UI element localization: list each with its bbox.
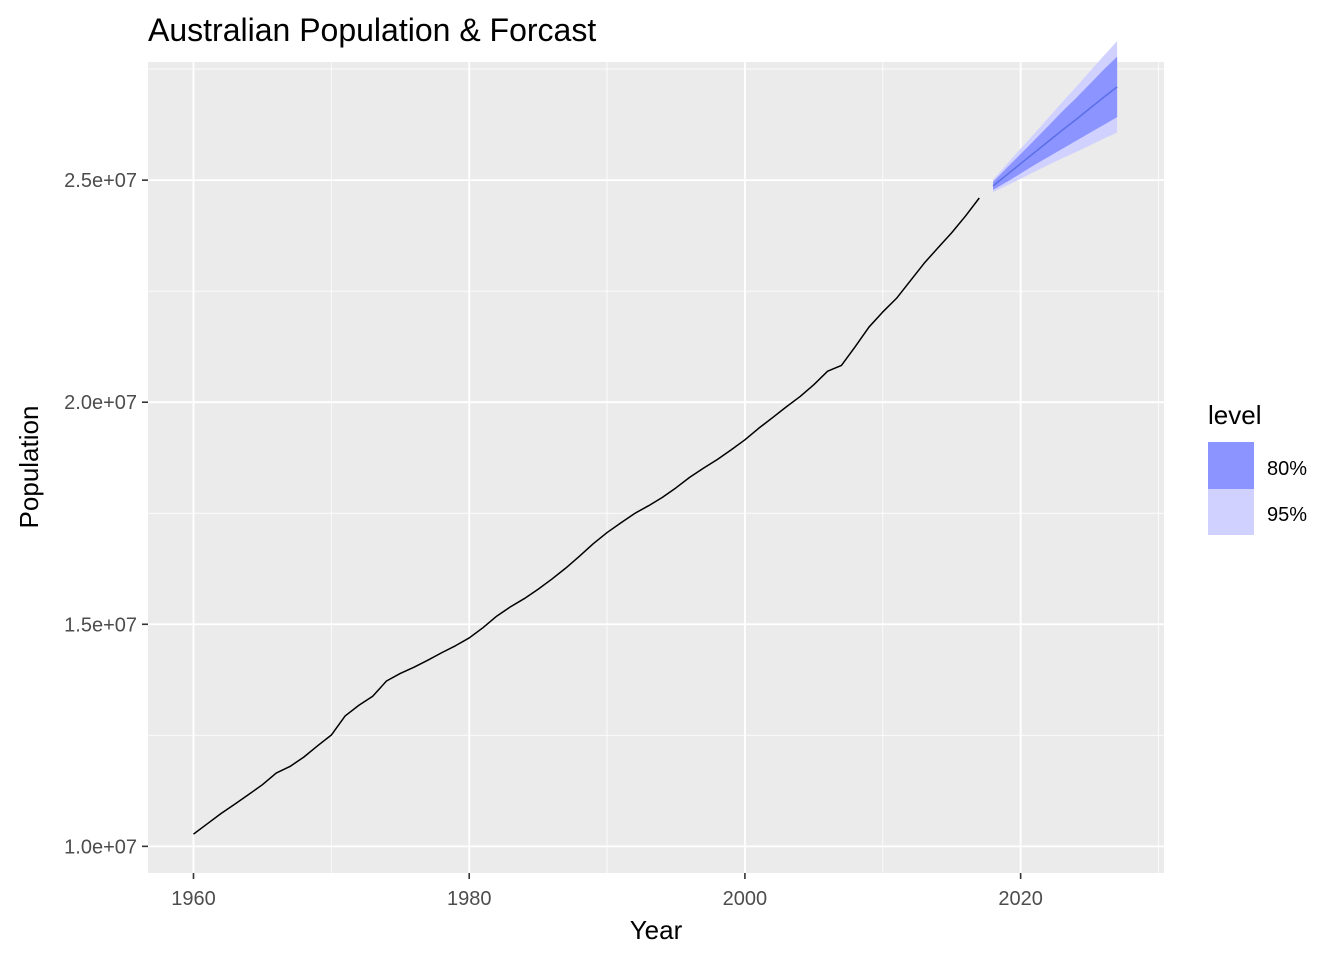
legend-title: level (1208, 400, 1261, 430)
x-tick-label: 2020 (998, 888, 1043, 910)
axis-ticks (142, 179, 1022, 879)
x-tick-label: 1980 (447, 888, 492, 910)
axis-tick-labels: 1960 1980 2000 2020 1.0e+07 1.5e+07 2.0e+07 2.5… (64, 170, 1043, 910)
x-axis-title: Year (630, 915, 683, 945)
major-gridlines (148, 62, 1164, 873)
legend-swatch-80 (1208, 442, 1254, 489)
series-lines (193, 86, 1118, 835)
history-line (193, 197, 980, 835)
minor-gridlines (148, 62, 1164, 873)
y-tick-label: 2.5e+07 (64, 170, 137, 192)
chart-title: Australian Population & Forcast (148, 12, 596, 48)
legend-swatch-95 (1208, 489, 1254, 535)
y-tick-label: 1.5e+07 (64, 614, 137, 636)
y-tick-label: 2.0e+07 (64, 392, 137, 414)
legend-label-80: 80% (1267, 458, 1307, 480)
y-axis-title: Population (14, 406, 44, 529)
forecast-bands (993, 41, 1118, 193)
forecast-mean-line (992, 86, 1118, 187)
legend: level 80% 95% (1208, 400, 1307, 535)
x-tick-label: 2000 (723, 888, 768, 910)
legend-label-95: 95% (1267, 504, 1307, 526)
x-tick-label: 1960 (171, 888, 216, 910)
y-tick-label: 1.0e+07 (64, 836, 137, 858)
plot-panel (148, 62, 1164, 873)
forecast-band-80 (993, 56, 1118, 190)
